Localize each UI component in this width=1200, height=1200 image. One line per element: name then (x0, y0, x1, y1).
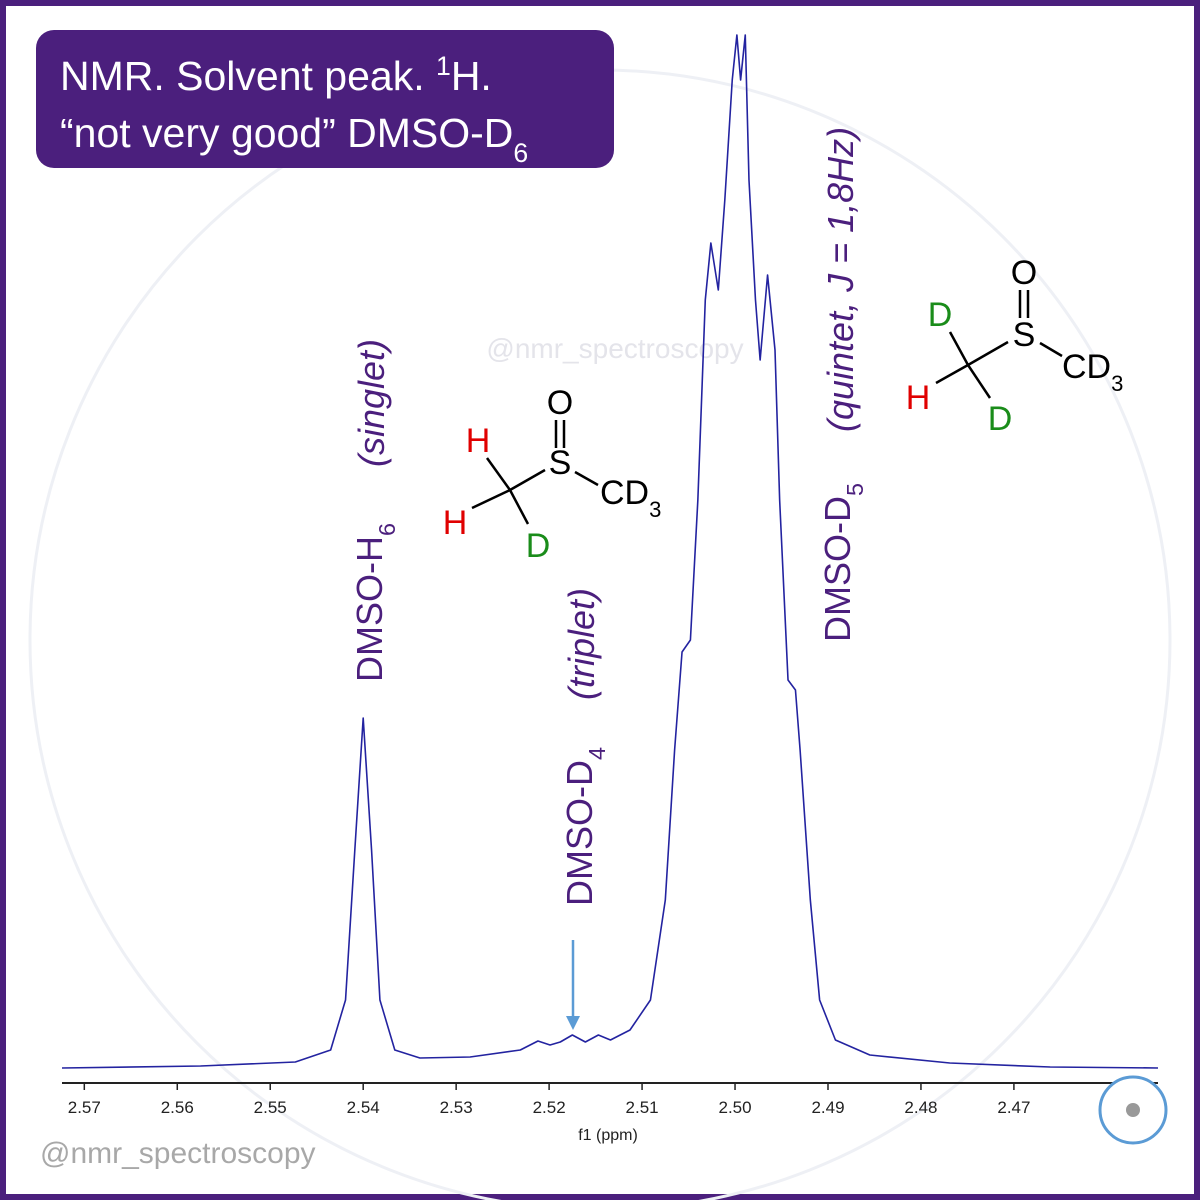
text-part: D (988, 400, 1013, 438)
text-part: (singlet) (351, 339, 392, 467)
text-part: 5 (842, 483, 868, 496)
atom-label: S (1013, 316, 1036, 354)
text-part: H (906, 379, 931, 417)
text-part: O (1011, 254, 1037, 292)
text-part: 3 (649, 497, 661, 522)
atom-label: H (443, 504, 468, 542)
text-part: DMSO-D (817, 496, 858, 642)
logo-dot (1126, 1103, 1140, 1117)
atom-label: D (928, 296, 953, 334)
text-part: 6 (374, 523, 400, 536)
credit: @nmr_spectroscopy (40, 1137, 316, 1170)
text-part: 6 (513, 138, 528, 168)
x-tick-label: 2.56 (161, 1098, 194, 1117)
atom-label: O (547, 384, 573, 422)
chart-title: NMR. Solvent peak. 1H. (60, 51, 492, 99)
x-tick-label: 2.51 (626, 1098, 659, 1117)
text-part: H (466, 422, 491, 460)
peak-annotation: DMSO-D5 (817, 483, 868, 642)
text-part: O (547, 384, 573, 422)
bonds (471, 290, 1063, 525)
peak-annotation: (quintet, J = 1,8Hz) (820, 127, 861, 432)
x-tick-label: 2.52 (533, 1098, 566, 1117)
text-part: “not very good” DMSO-D (60, 110, 513, 156)
atom-label: S (549, 444, 572, 482)
text-part: H. (451, 53, 492, 99)
peak-annotation: DMSO-D4 (559, 747, 610, 906)
text-part: H (443, 504, 468, 542)
title-box (36, 30, 614, 168)
text-part: D (526, 527, 551, 565)
watermark: @nmr_spectroscopy (486, 333, 743, 364)
text-part: (triplet) (561, 588, 602, 700)
text-part: DMSO-D (559, 760, 600, 906)
atom-label: D (988, 400, 1013, 438)
x-axis-label: f1 (ppm) (578, 1127, 638, 1144)
x-tick-label: 2.54 (347, 1098, 380, 1117)
atom-label: CD3 (1062, 348, 1123, 396)
x-tick-label: 2.57 (68, 1098, 101, 1117)
atom-label: O (1011, 254, 1037, 292)
spectrum-line (61, 34, 1159, 1069)
x-tick-label: 2.49 (811, 1098, 844, 1117)
text-part: S (549, 444, 572, 482)
text-part: 1 (436, 51, 451, 81)
text-part: CD (1062, 348, 1111, 386)
peak-annotation: (triplet) (561, 588, 602, 700)
chart-title: “not very good” DMSO-D6 (60, 110, 528, 168)
x-tick-label: 2.50 (718, 1098, 751, 1117)
peak-annotation: DMSO-H6 (349, 523, 400, 682)
x-tick-label: 2.55 (254, 1098, 287, 1117)
text-part: NMR. Solvent peak. (60, 53, 436, 99)
text-part: CD (600, 474, 649, 512)
text-part: 3 (1111, 371, 1123, 396)
atom-label: H (466, 422, 491, 460)
text-part: 4 (584, 747, 610, 760)
x-tick-label: 2.47 (997, 1098, 1030, 1117)
atom-label: H (906, 379, 931, 417)
text-part: S (1013, 316, 1036, 354)
text-part: D (928, 296, 953, 334)
atom-label: D (526, 527, 551, 565)
x-tick-label: 2.48 (904, 1098, 937, 1117)
x-tick-label: 2.53 (440, 1098, 473, 1117)
x-ticks: 2.57 2.56 2.55 2.54 2.53 2.52 2.51 2.50 2.49 2.48… (68, 1083, 1030, 1117)
atom-label: CD3 (600, 474, 661, 522)
peak-annotation: (singlet) (351, 339, 392, 467)
text-part: DMSO-H (349, 536, 390, 682)
text-part: (quintet, J = 1,8Hz) (820, 127, 861, 432)
arrow-head (566, 1016, 580, 1030)
